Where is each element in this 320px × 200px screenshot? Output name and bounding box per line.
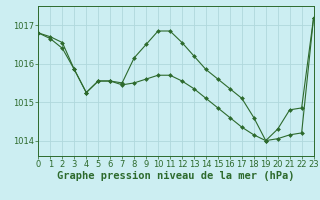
X-axis label: Graphe pression niveau de la mer (hPa): Graphe pression niveau de la mer (hPa) — [57, 171, 295, 181]
